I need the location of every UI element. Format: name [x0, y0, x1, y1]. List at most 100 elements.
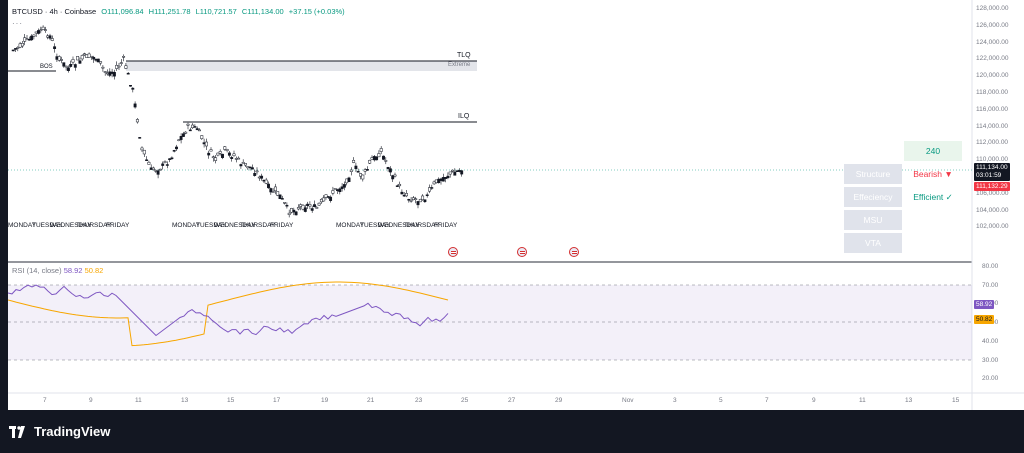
- candle-body[interactable]: [106, 72, 109, 75]
- candle-body[interactable]: [225, 149, 229, 151]
- candle-body[interactable]: [250, 167, 254, 170]
- candle-body[interactable]: [306, 203, 310, 206]
- candle-body[interactable]: [407, 198, 411, 201]
- candle-body[interactable]: [50, 38, 54, 41]
- candle-body[interactable]: [393, 174, 397, 177]
- candle-body[interactable]: [32, 34, 36, 37]
- candle-body[interactable]: [377, 153, 381, 158]
- candle-body[interactable]: [365, 169, 369, 171]
- candle-body[interactable]: [264, 179, 268, 184]
- candle-body[interactable]: [375, 156, 379, 161]
- candle-body[interactable]: [322, 197, 326, 202]
- candle-body[interactable]: [78, 60, 82, 64]
- candle-body[interactable]: [423, 199, 427, 203]
- candle-body[interactable]: [345, 178, 349, 184]
- candle-body[interactable]: [99, 61, 103, 64]
- candle-body[interactable]: [101, 66, 105, 69]
- candle-body[interactable]: [315, 207, 319, 209]
- candle-body[interactable]: [457, 170, 461, 172]
- candle-body[interactable]: [460, 170, 464, 175]
- candle-body[interactable]: [416, 201, 420, 206]
- candle-body[interactable]: [73, 64, 77, 68]
- candle-body[interactable]: [218, 151, 222, 154]
- candle-body[interactable]: [177, 139, 181, 141]
- candle-body[interactable]: [202, 142, 206, 145]
- candle-body[interactable]: [154, 170, 158, 172]
- candle-body[interactable]: [290, 208, 293, 213]
- candle-body[interactable]: [60, 59, 63, 61]
- candle-body[interactable]: [418, 199, 422, 203]
- candle-body[interactable]: [181, 133, 185, 137]
- symbol-header[interactable]: BTCUSD · 4h · Coinbase O111,096.84 H111,…: [12, 7, 348, 16]
- candle-body[interactable]: [214, 157, 218, 161]
- candle-body[interactable]: [39, 29, 43, 32]
- candle-body[interactable]: [356, 171, 360, 173]
- candle-body[interactable]: [66, 67, 70, 71]
- candle-body[interactable]: [41, 26, 45, 30]
- candle-body[interactable]: [434, 179, 438, 183]
- candle-body[interactable]: [301, 204, 305, 210]
- candle-body[interactable]: [211, 156, 215, 159]
- candle-body[interactable]: [76, 56, 80, 61]
- rsi-line[interactable]: [8, 284, 449, 337]
- candle-body[interactable]: [64, 65, 68, 68]
- candle-body[interactable]: [294, 211, 298, 216]
- candle-body[interactable]: [14, 48, 17, 50]
- candle-body[interactable]: [83, 53, 86, 56]
- candle-body[interactable]: [85, 54, 89, 58]
- candle-body[interactable]: [227, 152, 231, 156]
- candle-body[interactable]: [244, 163, 247, 166]
- candle-body[interactable]: [108, 71, 112, 76]
- candle-body[interactable]: [340, 186, 344, 189]
- candle-body[interactable]: [53, 46, 57, 50]
- candle-body[interactable]: [27, 39, 31, 41]
- candle-body[interactable]: [96, 58, 100, 63]
- candle-body[interactable]: [361, 174, 365, 180]
- candle-body[interactable]: [269, 188, 273, 193]
- candle-body[interactable]: [421, 195, 425, 200]
- candle-body[interactable]: [402, 194, 406, 197]
- candle-body[interactable]: [126, 72, 130, 75]
- candle-body[interactable]: [163, 161, 167, 163]
- tradingview-logo[interactable]: TradingView: [9, 424, 110, 439]
- candle-body[interactable]: [444, 177, 448, 179]
- candle-body[interactable]: [149, 167, 153, 170]
- candle-body[interactable]: [283, 202, 287, 204]
- candlestick-series[interactable]: [11, 25, 464, 218]
- candle-body[interactable]: [43, 29, 47, 31]
- candle-body[interactable]: [87, 53, 91, 58]
- rsi-label[interactable]: RSI (14, close): [12, 266, 62, 275]
- candle-body[interactable]: [285, 204, 289, 207]
- candle-body[interactable]: [317, 202, 321, 206]
- candle-body[interactable]: [69, 64, 73, 67]
- candle-body[interactable]: [310, 208, 314, 211]
- candle-body[interactable]: [55, 56, 59, 60]
- rsi-header[interactable]: RSI (14, close) 58.92 50.82: [12, 266, 103, 275]
- candle-body[interactable]: [46, 35, 50, 38]
- candle-body[interactable]: [186, 123, 190, 126]
- candle-body[interactable]: [386, 167, 390, 170]
- candle-body[interactable]: [411, 197, 415, 200]
- candle-body[interactable]: [451, 169, 454, 172]
- more-indicators-icon[interactable]: ···: [12, 19, 23, 28]
- candle-body[interactable]: [30, 35, 34, 41]
- economic-event-icon[interactable]: [517, 247, 527, 257]
- candle-body[interactable]: [303, 207, 307, 212]
- candle-body[interactable]: [168, 158, 172, 160]
- candle-body[interactable]: [372, 156, 376, 161]
- candle-body[interactable]: [313, 204, 316, 208]
- candle-body[interactable]: [198, 129, 201, 132]
- candle-body[interactable]: [382, 155, 385, 160]
- candle-body[interactable]: [352, 160, 356, 163]
- extreme-zone[interactable]: [126, 61, 477, 71]
- candle-body[interactable]: [299, 204, 303, 207]
- candle-body[interactable]: [336, 189, 339, 192]
- candle-body[interactable]: [145, 159, 149, 161]
- economic-event-icon[interactable]: [448, 247, 458, 257]
- candle-body[interactable]: [326, 196, 330, 198]
- candle-body[interactable]: [165, 164, 169, 166]
- chart-canvas[interactable]: [8, 0, 1024, 410]
- candle-body[interactable]: [179, 136, 183, 140]
- candle-body[interactable]: [430, 187, 434, 189]
- candle-body[interactable]: [138, 137, 142, 139]
